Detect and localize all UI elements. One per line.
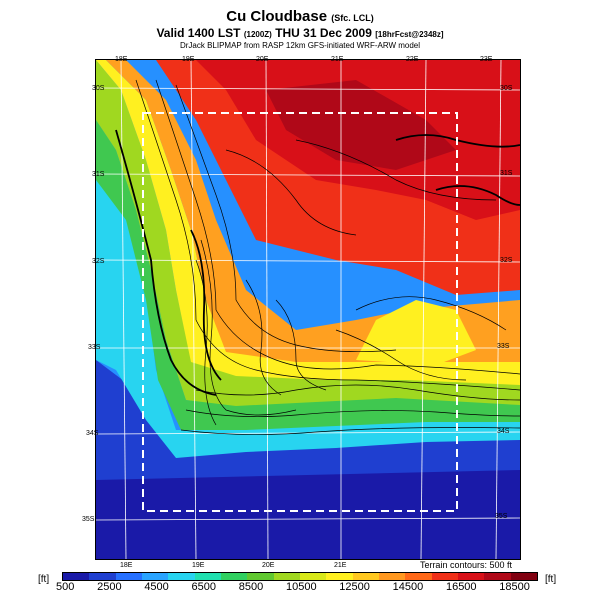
colorbar-swatch [89, 573, 116, 580]
colorbar-swatch [510, 573, 537, 580]
lat-label-right: 34S [497, 428, 510, 435]
max-cloudbase-zone [266, 80, 456, 170]
colorbar-swatch [352, 573, 379, 580]
lat-label-right: 32S [500, 257, 513, 264]
colorbar-swatch [326, 573, 353, 580]
model-credit: DrJack BLIPMAP from RASP 12km GFS-initia… [179, 41, 421, 50]
colorbar-swatch [220, 573, 248, 580]
lat-label-left: 34S [86, 430, 99, 437]
title-suffix: (Sfc. LCL) [331, 13, 374, 23]
colorbar-tick-label: 16500 [445, 581, 477, 593]
lowest-cloudbase-zone [96, 470, 520, 559]
colorbar-swatch [378, 573, 406, 580]
colorbar-tick-label: 18500 [499, 581, 530, 593]
domain-box [142, 112, 458, 512]
terrain-contours [135, 79, 520, 435]
lon-label-bottom: 19E [192, 562, 205, 569]
orange-band [106, 60, 520, 362]
colorbar-swatch [115, 573, 142, 580]
lon-label-top: 18E [115, 56, 128, 63]
colorbar-swatch [405, 573, 432, 580]
colorbar-swatch [273, 573, 300, 580]
valid-code: (1200Z) [243, 30, 272, 39]
colorbar-tick-label: 8500 [238, 581, 264, 593]
lon-label-top: 22E [406, 56, 419, 63]
lat-label-right: 35S [495, 513, 508, 520]
chart-title: Cu Cloudbase (Sfc. LCL) [0, 8, 600, 25]
terrain-note: Terrain contours: 500 ft [419, 560, 512, 570]
lon-label-bottom: 21E [334, 562, 347, 569]
colorbar-tick-label: 14500 [392, 581, 424, 593]
colorbar-swatch [194, 573, 221, 580]
colorbar-swatch [63, 573, 90, 580]
colorbar-unit-left: [ft] [38, 574, 50, 585]
lon-label-top: 20E [256, 56, 269, 63]
colorbar-swatch [299, 573, 327, 580]
lon-label-top: 21E [331, 56, 344, 63]
colorbar-tick-label: 2500 [97, 581, 122, 593]
valid-date: THU 31 Dec 2009 [275, 26, 372, 40]
lat-label-right: 30S [500, 85, 513, 92]
yellow-band [96, 60, 520, 385]
colorbar-tick-label: 500 [56, 581, 75, 593]
lat-label-left: 30S [92, 85, 105, 92]
lat-label-right: 33S [497, 343, 510, 350]
colorbar-unit-right: [ft] [545, 574, 557, 585]
valid-line: Valid 1400 LST (1200Z) THU 31 Dec 2009 [… [0, 26, 600, 40]
lat-label-left: 31S [92, 171, 105, 178]
graticule [96, 60, 520, 559]
lat-label-left: 33S [88, 344, 101, 351]
colorbar-swatch [168, 573, 195, 580]
colorbar-tick-label: 10500 [285, 581, 317, 593]
lat-label-left: 32S [92, 258, 105, 265]
colorbar-tick-label: 12500 [339, 581, 370, 593]
title-text: Cu Cloudbase [226, 8, 328, 25]
valid-time: Valid 1400 LST [156, 26, 241, 40]
colorbar-swatch [431, 573, 458, 580]
lon-label-top: 19E [182, 56, 195, 63]
forecast-code: [18hrFcst@2348z] [375, 30, 444, 39]
lon-label-top: 23E [480, 56, 493, 63]
lon-label-bottom: 20E [262, 562, 275, 569]
map-canvas [96, 60, 520, 559]
colorbar-swatch [457, 573, 485, 580]
colorbar-ticks: 500 2500 4500 6500 8500 10500 12500 14500 16500 1… [56, 581, 530, 593]
colorbar-swatch [141, 573, 169, 580]
cloudbase-map[interactable] [95, 59, 521, 560]
coastal-band [96, 180, 520, 458]
colorbar-swatch [247, 573, 274, 580]
lat-label-right: 31S [500, 170, 513, 177]
colorbar-tick-label: 4500 [144, 581, 169, 593]
colorbar [62, 572, 538, 581]
inland-yellow-pocket [356, 300, 476, 365]
colorbar-tick-label: 6500 [191, 581, 217, 593]
lat-label-left: 35S [82, 516, 95, 523]
lon-label-bottom: 18E [120, 562, 133, 569]
colorbar-swatch [484, 573, 511, 580]
